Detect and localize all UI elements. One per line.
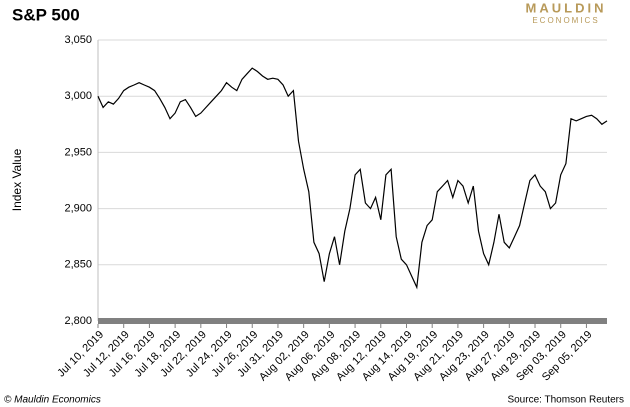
- y-tick-label: 2,800: [64, 315, 92, 327]
- footer-right: Source: Thomson Reuters: [507, 395, 624, 406]
- series-line: [97, 67, 608, 290]
- y-tick-label: 3,000: [64, 90, 92, 102]
- y-tick-label: 2,850: [64, 259, 92, 271]
- footer-left: © Mauldin Economics: [4, 395, 101, 406]
- y-tick-label: 2,900: [64, 203, 92, 215]
- logo-bottom: ECONOMICS: [532, 16, 599, 25]
- logo-top: MAULDIN: [526, 0, 607, 15]
- chart-title: S&P 500: [12, 5, 80, 24]
- y-axis-label: Index Value: [10, 148, 24, 211]
- x-axis-bar: [98, 318, 607, 324]
- y-tick-label: 2,950: [64, 146, 92, 158]
- y-tick-label: 3,050: [64, 34, 92, 46]
